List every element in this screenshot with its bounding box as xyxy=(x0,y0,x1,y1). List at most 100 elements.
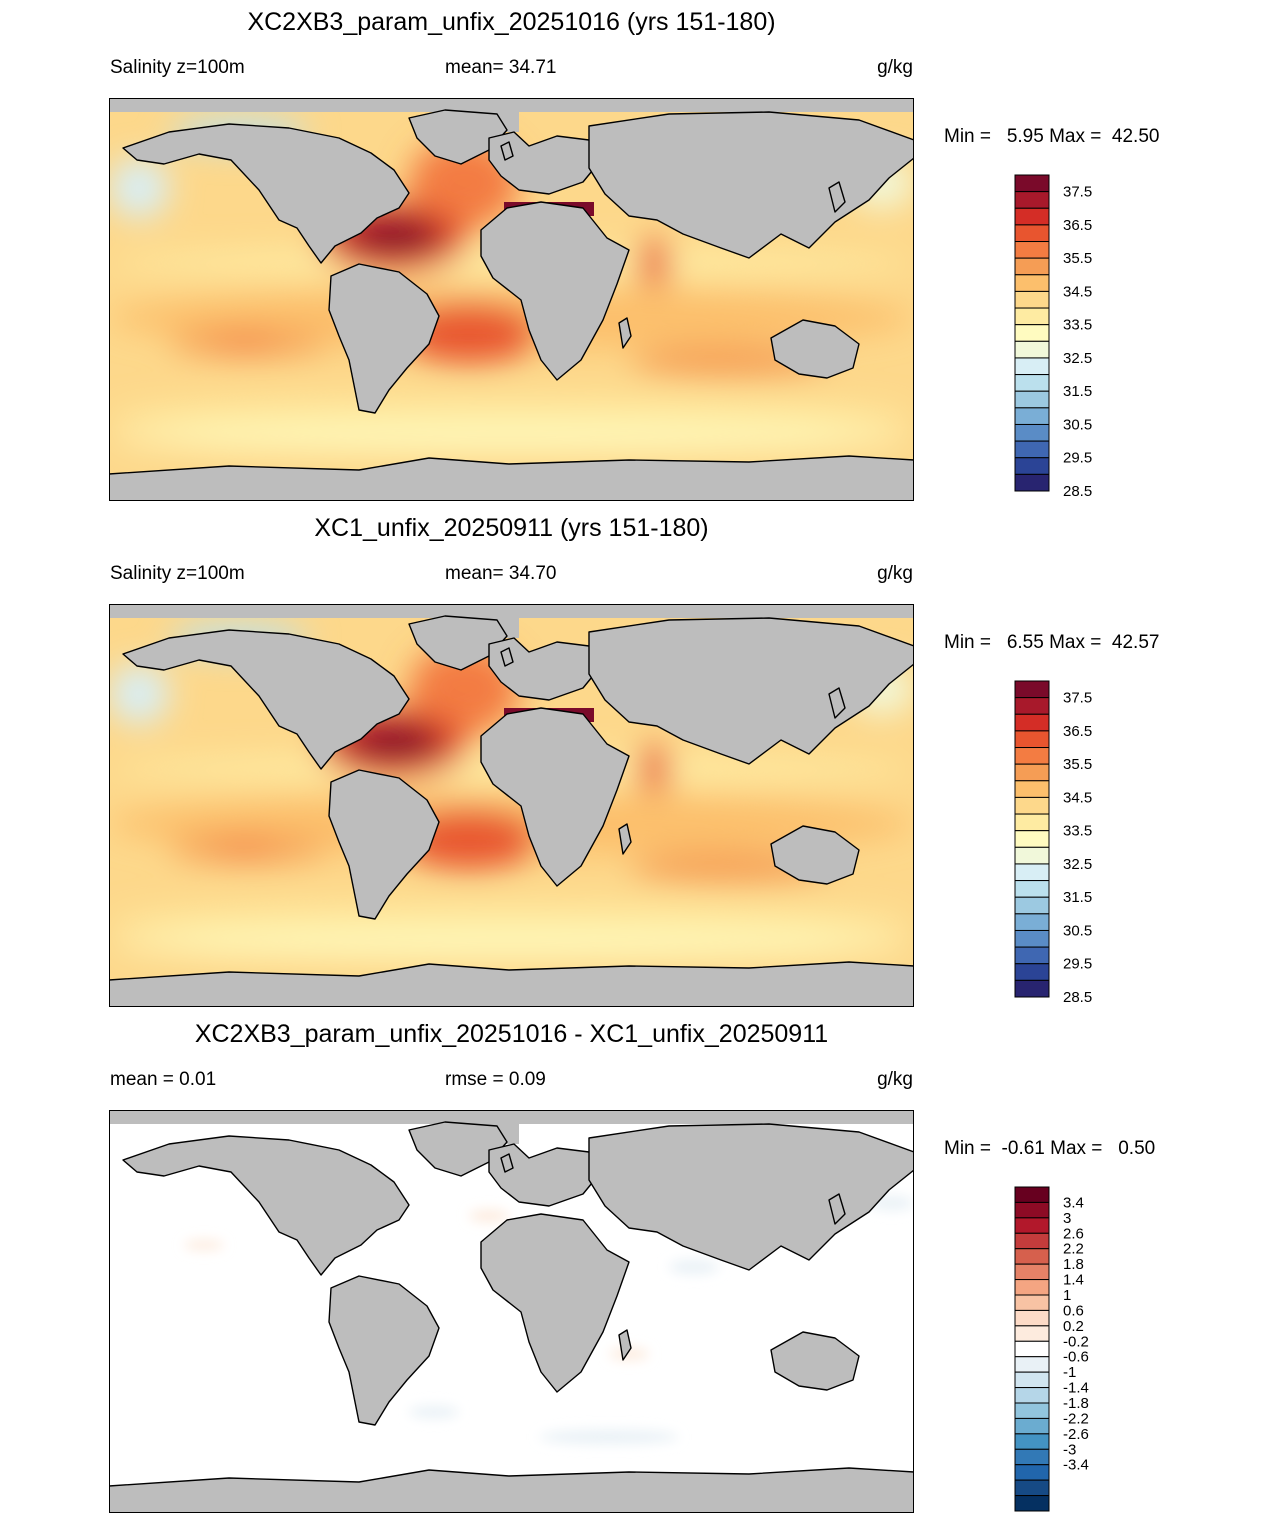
colorbar-tick-label: 1.4 xyxy=(1063,1272,1084,1289)
colorbar-box xyxy=(1014,1371,1050,1389)
colorbar-box xyxy=(1014,697,1050,715)
land-uk xyxy=(500,647,514,667)
colorbar-box xyxy=(1014,1402,1050,1419)
colorbar-tick-label: 2.2 xyxy=(1063,1241,1084,1258)
world-map xyxy=(109,604,914,1007)
colorbar-tick-label: 37.5 xyxy=(1063,690,1092,707)
colorbar-tick-label: 31.5 xyxy=(1063,383,1092,400)
panel-minmax-label: Min = 5.95 Max = 42.50 xyxy=(944,126,1160,147)
colorbar-box xyxy=(1014,1479,1050,1497)
colorbar-box xyxy=(1014,174,1050,193)
land-north-america xyxy=(122,629,410,770)
colorbar-tick-label: 34.5 xyxy=(1063,789,1092,806)
colorbar-tick-label: 32.5 xyxy=(1063,856,1092,873)
land-madagascar xyxy=(618,823,632,855)
colorbar-box xyxy=(1014,390,1050,409)
colorbar-tick-label: 3 xyxy=(1063,1210,1071,1227)
panel-mean-label: rmse = 0.09 xyxy=(445,1069,546,1090)
land-australia xyxy=(770,319,860,379)
land-australia xyxy=(770,825,860,885)
colorbar-box xyxy=(1014,1279,1050,1296)
colorbar-box xyxy=(1014,880,1050,898)
colorbar-box xyxy=(1014,730,1050,749)
colorbar-box xyxy=(1014,1201,1050,1219)
colorbar-box xyxy=(1014,224,1050,243)
colorbar-tick-label: 29.5 xyxy=(1063,956,1092,973)
colorbar-box xyxy=(1014,274,1050,292)
colorbar-box xyxy=(1014,1433,1050,1450)
colorbar-box xyxy=(1014,1387,1050,1404)
land-africa xyxy=(480,1213,630,1393)
colorbar-box xyxy=(1014,307,1050,326)
colorbar: 3.4 3 2.6 2.2 1.8 1.4 1 0.6 0.2 -0.2 -0.6 -1 -1.4 -1.… xyxy=(1014,1186,1215,1512)
panel-title: XC2XB3_param_unfix_20251016 - XC1_unfix_… xyxy=(194,1020,829,1048)
land-japan xyxy=(828,1193,846,1225)
colorbar-tick-label: -3 xyxy=(1063,1441,1076,1458)
colorbar-box xyxy=(1014,846,1050,865)
colorbar-box xyxy=(1014,290,1050,309)
land-asia xyxy=(588,617,914,765)
colorbar-tick-label: -2.6 xyxy=(1063,1426,1089,1443)
colorbar-box xyxy=(1014,1217,1050,1234)
colorbar-tick-label: 35.5 xyxy=(1063,756,1092,773)
land-madagascar xyxy=(618,1329,632,1361)
colorbar: 37.5 36.5 35.5 34.5 33.5 32.5 31.5 30.5 29.5 28.5 xyxy=(1014,174,1215,500)
colorbar-box xyxy=(1014,763,1050,782)
land-north-america xyxy=(122,123,410,264)
colorbar-box xyxy=(1014,1186,1050,1203)
colorbar-box xyxy=(1014,340,1050,359)
land-south-america xyxy=(328,1275,440,1426)
colorbar-box xyxy=(1014,440,1050,459)
colorbar-tick-label: 32.5 xyxy=(1063,350,1092,367)
colorbar-box xyxy=(1014,324,1050,342)
colorbar: 37.5 36.5 35.5 34.5 33.5 32.5 31.5 30.5 29.5 28.5 xyxy=(1014,680,1215,1006)
colorbar-tick-label: -2.2 xyxy=(1063,1410,1089,1427)
panel-units-label: g/kg xyxy=(877,57,913,78)
panel-mean-label: mean= 34.71 xyxy=(445,57,557,78)
land-japan xyxy=(828,181,846,213)
colorbar-box xyxy=(1014,457,1050,475)
colorbar-box xyxy=(1014,374,1050,392)
colorbar-box xyxy=(1014,1340,1050,1358)
colorbar-tick-label: 37.5 xyxy=(1063,184,1092,201)
land-africa xyxy=(480,707,630,887)
colorbar-tick-label: -3.4 xyxy=(1063,1457,1089,1474)
colorbar-tick-label: 30.5 xyxy=(1063,416,1092,433)
colorbar-box xyxy=(1014,473,1050,492)
colorbar-box xyxy=(1014,1464,1050,1481)
colorbar-tick-label: 2.6 xyxy=(1063,1225,1084,1242)
panel-units-label: g/kg xyxy=(877,1069,913,1090)
colorbar-tick-label: 33.5 xyxy=(1063,823,1092,840)
colorbar-tick-label: 1 xyxy=(1063,1287,1071,1304)
colorbar-box xyxy=(1014,1448,1050,1466)
land-madagascar xyxy=(618,317,632,349)
colorbar-tick-label: -1.8 xyxy=(1063,1395,1089,1412)
colorbar-box xyxy=(1014,241,1050,259)
colorbar-tick-label: 3.4 xyxy=(1063,1194,1084,1211)
colorbar-box xyxy=(1014,747,1050,765)
panel-left-label: Salinity z=100m xyxy=(110,57,245,78)
colorbar-box xyxy=(1014,830,1050,848)
colorbar-box xyxy=(1014,1248,1050,1265)
map-panel-p3: XC2XB3_param_unfix_20251016 - XC1_unfix_… xyxy=(0,1012,1285,1518)
colorbar-box xyxy=(1014,796,1050,815)
colorbar-box xyxy=(1014,423,1050,442)
colorbar-box xyxy=(1014,913,1050,931)
colorbar-box xyxy=(1014,357,1050,376)
land-japan xyxy=(828,687,846,719)
land-antarctica xyxy=(109,961,914,1007)
colorbar-tick-label: 33.5 xyxy=(1063,317,1092,334)
colorbar-box xyxy=(1014,963,1050,981)
land-south-america xyxy=(328,769,440,920)
land-asia xyxy=(588,111,914,259)
panel-minmax-label: Min = 6.55 Max = 42.57 xyxy=(944,632,1160,653)
panel-title: XC1_unfix_20250911 (yrs 151-180) xyxy=(314,514,709,542)
colorbar-tick-label: 36.5 xyxy=(1063,217,1092,234)
colorbar-tick-label: 0.6 xyxy=(1063,1302,1084,1319)
land-australia xyxy=(770,1331,860,1391)
colorbar-tick-label: 35.5 xyxy=(1063,250,1092,267)
panel-mean-label: mean= 34.70 xyxy=(445,563,557,584)
colorbar-box xyxy=(1014,1356,1050,1373)
colorbar-box xyxy=(1014,1325,1050,1342)
colorbar-box xyxy=(1014,813,1050,832)
